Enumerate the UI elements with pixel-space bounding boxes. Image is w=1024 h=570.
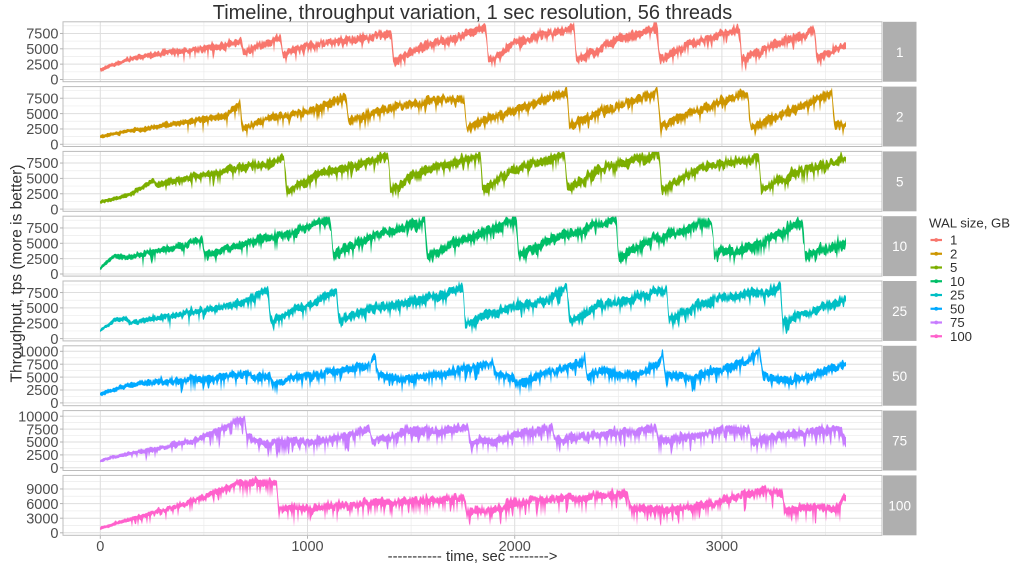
svg-text:5: 5 [896, 174, 904, 189]
svg-text:6000: 6000 [26, 497, 58, 513]
svg-text:10000: 10000 [18, 409, 58, 425]
svg-text:5000: 5000 [26, 301, 58, 317]
svg-text:0: 0 [50, 138, 58, 154]
svg-text:0: 0 [50, 461, 58, 477]
svg-text:5000: 5000 [26, 237, 58, 253]
svg-text:7500: 7500 [26, 286, 58, 302]
svg-text:2500: 2500 [26, 122, 58, 138]
svg-text:1000: 1000 [291, 539, 323, 555]
svg-text:1: 1 [950, 233, 957, 248]
svg-text:50: 50 [950, 301, 965, 316]
svg-text:7500: 7500 [26, 92, 58, 108]
svg-text:Throughput, tps (more is bette: Throughput, tps (more is better) [9, 165, 26, 383]
svg-text:Timeline, throughput variation: Timeline, throughput variation, 1 sec re… [213, 2, 733, 24]
svg-text:10000: 10000 [18, 345, 58, 361]
svg-text:2500: 2500 [26, 57, 58, 73]
svg-text:0: 0 [50, 396, 58, 412]
svg-text:5000: 5000 [26, 42, 58, 58]
svg-text:75: 75 [950, 315, 965, 330]
svg-text:2500: 2500 [26, 316, 58, 332]
svg-text:50: 50 [892, 369, 907, 384]
svg-text:----------- time, sec --------: ----------- time, sec --------> [388, 549, 558, 565]
svg-text:0: 0 [50, 332, 58, 348]
svg-text:3000: 3000 [706, 539, 738, 555]
svg-text:WAL size, GB: WAL size, GB [929, 216, 1010, 231]
svg-text:0: 0 [50, 267, 58, 283]
svg-text:3000: 3000 [26, 511, 58, 527]
svg-text:0: 0 [50, 73, 58, 89]
svg-text:2000: 2000 [499, 539, 531, 555]
svg-text:100: 100 [950, 329, 972, 344]
svg-text:75: 75 [892, 434, 907, 449]
svg-text:7500: 7500 [26, 422, 58, 438]
svg-text:0: 0 [96, 539, 104, 555]
svg-text:9000: 9000 [26, 482, 58, 498]
svg-text:2500: 2500 [26, 383, 58, 399]
svg-text:7500: 7500 [26, 156, 58, 172]
svg-text:2500: 2500 [26, 448, 58, 464]
svg-text:7500: 7500 [26, 27, 58, 43]
svg-text:25: 25 [892, 304, 907, 319]
svg-text:5: 5 [950, 260, 957, 275]
svg-text:5000: 5000 [26, 107, 58, 123]
svg-text:7500: 7500 [26, 221, 58, 237]
svg-text:5000: 5000 [26, 172, 58, 188]
svg-text:0: 0 [50, 526, 58, 542]
svg-text:0: 0 [50, 202, 58, 218]
svg-text:10: 10 [892, 239, 907, 254]
svg-text:2: 2 [950, 246, 957, 261]
svg-text:10: 10 [950, 274, 965, 289]
svg-text:100: 100 [888, 498, 911, 513]
svg-text:2500: 2500 [26, 252, 58, 268]
svg-text:2: 2 [896, 110, 904, 125]
svg-text:7500: 7500 [26, 357, 58, 373]
svg-text:25: 25 [950, 288, 965, 303]
svg-text:5000: 5000 [26, 370, 58, 386]
svg-text:5000: 5000 [26, 435, 58, 451]
svg-text:2500: 2500 [26, 187, 58, 203]
svg-text:1: 1 [896, 45, 904, 60]
